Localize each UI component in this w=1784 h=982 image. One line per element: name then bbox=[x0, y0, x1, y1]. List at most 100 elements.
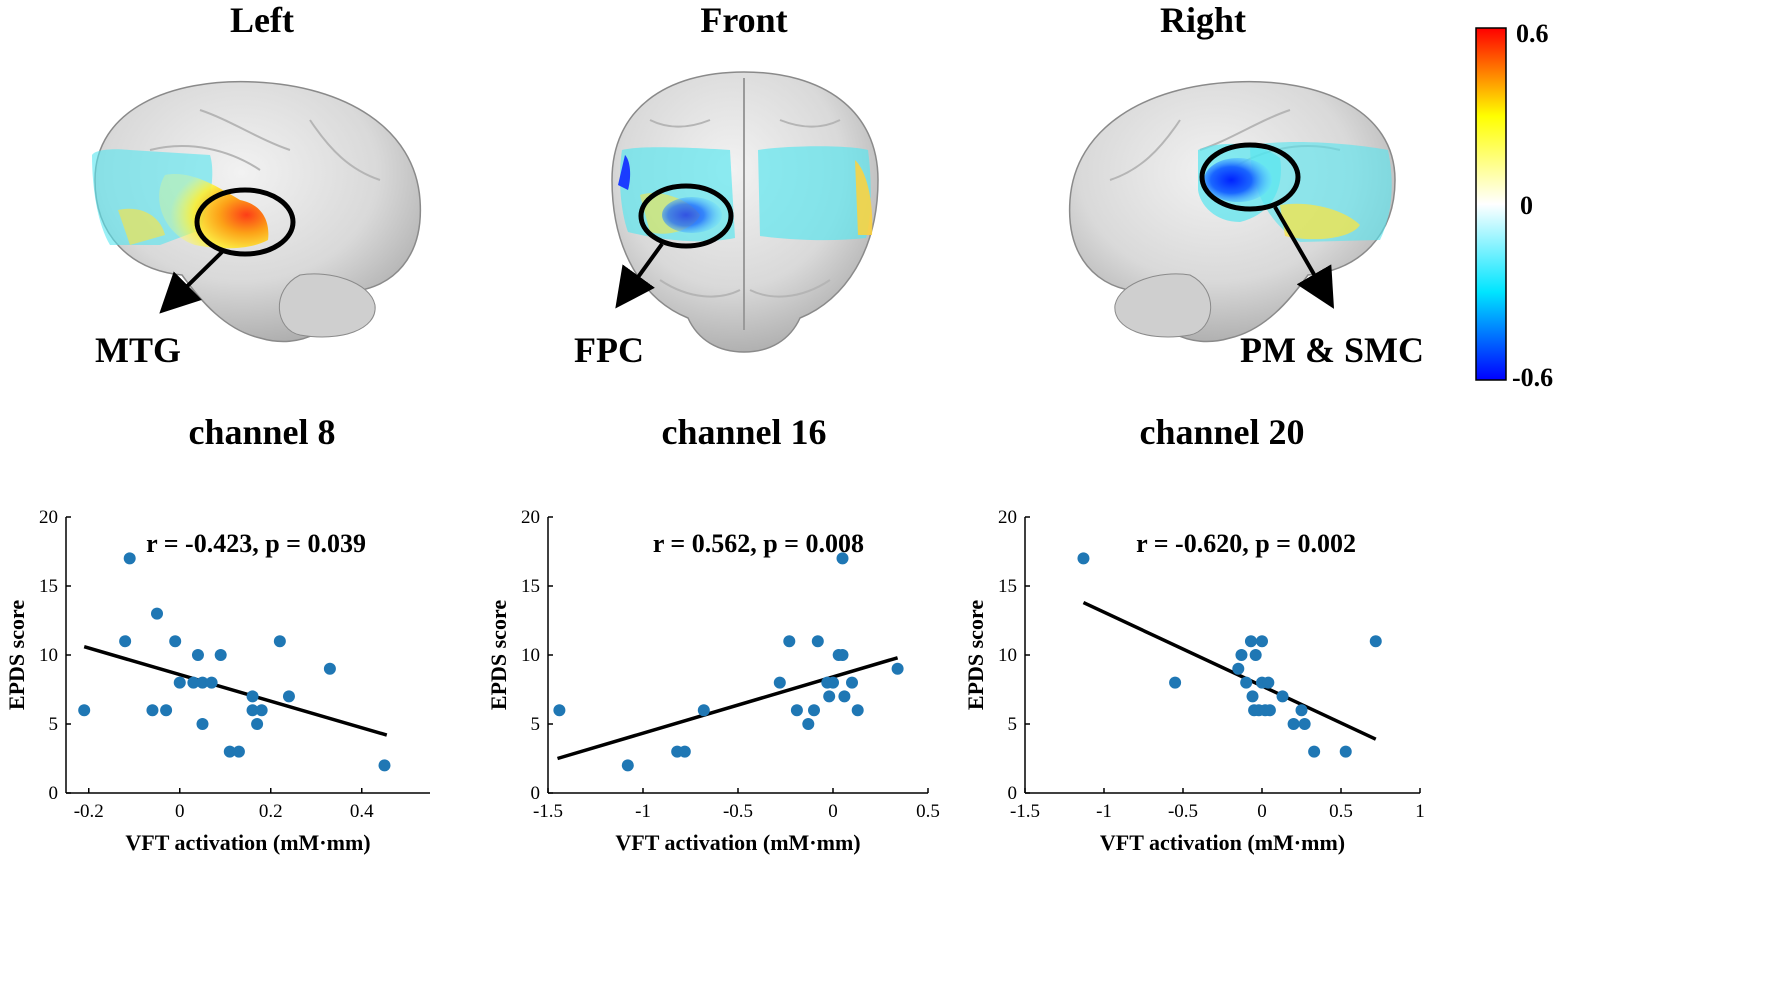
left-brain-image bbox=[92, 80, 422, 343]
x-axis-label: VFT activation (mM·mm) bbox=[615, 830, 860, 855]
data-point bbox=[1263, 704, 1276, 717]
regression-line bbox=[83, 645, 388, 737]
regression-line bbox=[1082, 600, 1377, 741]
front-brain-image bbox=[611, 71, 879, 353]
data-point bbox=[802, 718, 815, 730]
brain-view-right: Right PM & SMC bbox=[1068, 0, 1424, 370]
data-point bbox=[251, 718, 264, 730]
x-tick-label: -0.2 bbox=[74, 801, 104, 822]
chart-title: channel 8 bbox=[188, 412, 335, 452]
right-roi-arrow bbox=[1273, 205, 1335, 309]
y-tick-label: 0 bbox=[49, 783, 59, 804]
data-point bbox=[1276, 690, 1289, 703]
front-roi-circle bbox=[638, 183, 734, 249]
y-tick-label: 20 bbox=[521, 507, 540, 528]
brain-view-left: Left MTG bbox=[92, 0, 422, 370]
colorbar-max-label: 0.6 bbox=[1516, 19, 1549, 48]
x-tick-label: -0.5 bbox=[1168, 801, 1198, 822]
colorbar-mid-label: 0 bbox=[1520, 191, 1533, 220]
x-axis-label: VFT activation (mM·mm) bbox=[125, 830, 370, 855]
data-point bbox=[1244, 635, 1257, 648]
x-tick-label: 0.5 bbox=[1329, 801, 1353, 822]
data-point bbox=[1287, 718, 1300, 730]
regression-line bbox=[557, 656, 899, 761]
data-point bbox=[378, 759, 391, 772]
data-point bbox=[1077, 552, 1090, 565]
y-tick-label: 15 bbox=[521, 576, 540, 597]
data-point bbox=[783, 635, 796, 648]
brain-label-fpc: FPC bbox=[574, 330, 644, 370]
brain-label-mtg: MTG bbox=[95, 330, 181, 370]
brain-view-title-front: Front bbox=[700, 0, 787, 40]
stats-annotation: r = 0.562, p = 0.008 bbox=[653, 529, 864, 558]
data-point bbox=[214, 649, 227, 661]
data-point bbox=[1308, 745, 1321, 758]
stats-annotation: r = -0.620, p = 0.002 bbox=[1136, 529, 1356, 558]
data-point bbox=[1298, 718, 1311, 730]
data-point bbox=[1246, 690, 1259, 703]
brain-label-pm-smc: PM & SMC bbox=[1240, 330, 1424, 370]
left-roi-arrow bbox=[159, 250, 224, 314]
right-brain-image bbox=[1068, 80, 1396, 343]
x-tick-label: 0.5 bbox=[916, 801, 940, 822]
y-tick-label: 20 bbox=[39, 507, 58, 528]
chart-title: channel 20 bbox=[1139, 412, 1304, 452]
x-tick-label: 0 bbox=[828, 801, 838, 822]
y-tick-label: 10 bbox=[39, 645, 58, 666]
y-axis-label: EPDS score bbox=[486, 600, 511, 710]
y-axis-label: EPDS score bbox=[4, 600, 29, 710]
data-point bbox=[773, 676, 786, 689]
x-axis-label: VFT activation (mM·mm) bbox=[1100, 830, 1345, 855]
scatter-panel-channel-20: channel 20 0 5 10 15 20 -1.5 -1 -0.5 0 0.5 1 VFT act… bbox=[963, 412, 1425, 855]
data-point bbox=[827, 676, 839, 689]
x-tick-label: 0.2 bbox=[259, 801, 283, 822]
data-point bbox=[1262, 676, 1275, 689]
data-point bbox=[282, 690, 295, 703]
y-axis-label: EPDS score bbox=[963, 600, 988, 710]
data-point bbox=[146, 704, 159, 717]
data-point bbox=[1235, 649, 1248, 661]
right-roi-circle bbox=[1199, 142, 1301, 212]
data-point bbox=[836, 552, 849, 565]
data-point bbox=[196, 718, 209, 730]
y-tick-label: 15 bbox=[39, 576, 58, 597]
scatter-panel-channel-16: channel 16 0 5 10 15 20 -1.5 -1 -0.5 0 0.5 VFT acti… bbox=[486, 412, 940, 855]
data-point bbox=[205, 676, 218, 689]
scatter-panel-channel-8: channel 8 0 5 10 15 20 -0.2 0 0.2 0.4 VFT activati… bbox=[4, 412, 430, 855]
data-point bbox=[1240, 676, 1253, 689]
data-point bbox=[891, 662, 904, 675]
data-point bbox=[246, 704, 259, 717]
x-tick-label: 0 bbox=[1257, 801, 1267, 822]
data-point bbox=[196, 676, 209, 689]
data-point bbox=[808, 704, 820, 717]
brain-view-title-right: Right bbox=[1160, 0, 1246, 40]
data-point bbox=[119, 635, 132, 648]
y-tick-label: 5 bbox=[531, 714, 541, 735]
data-point bbox=[846, 676, 858, 689]
y-tick-label: 5 bbox=[1008, 714, 1018, 735]
y-tick-label: 0 bbox=[531, 783, 541, 804]
brain-view-title-left: Left bbox=[230, 0, 294, 40]
colorbar: 0.6 0 -0.6 bbox=[1475, 19, 1553, 392]
data-point bbox=[1339, 745, 1352, 758]
data-point bbox=[151, 607, 163, 620]
data-point bbox=[553, 704, 566, 717]
colorbar-gradient bbox=[1475, 27, 1507, 381]
y-tick-label: 10 bbox=[998, 645, 1017, 666]
y-tick-label: 20 bbox=[998, 507, 1017, 528]
left-roi-circle bbox=[194, 187, 296, 257]
data-point bbox=[160, 704, 173, 717]
x-tick-label: -0.5 bbox=[723, 801, 753, 822]
data-point bbox=[823, 690, 836, 703]
data-point bbox=[187, 676, 200, 689]
data-point bbox=[1369, 635, 1382, 648]
x-tick-label: 0 bbox=[175, 801, 185, 822]
data-point bbox=[1295, 704, 1308, 717]
data-point bbox=[173, 676, 186, 689]
data-point bbox=[1232, 662, 1245, 675]
y-tick-label: 0 bbox=[1008, 783, 1018, 804]
data-point bbox=[678, 745, 691, 758]
data-point bbox=[78, 704, 91, 717]
data-point bbox=[246, 690, 259, 703]
